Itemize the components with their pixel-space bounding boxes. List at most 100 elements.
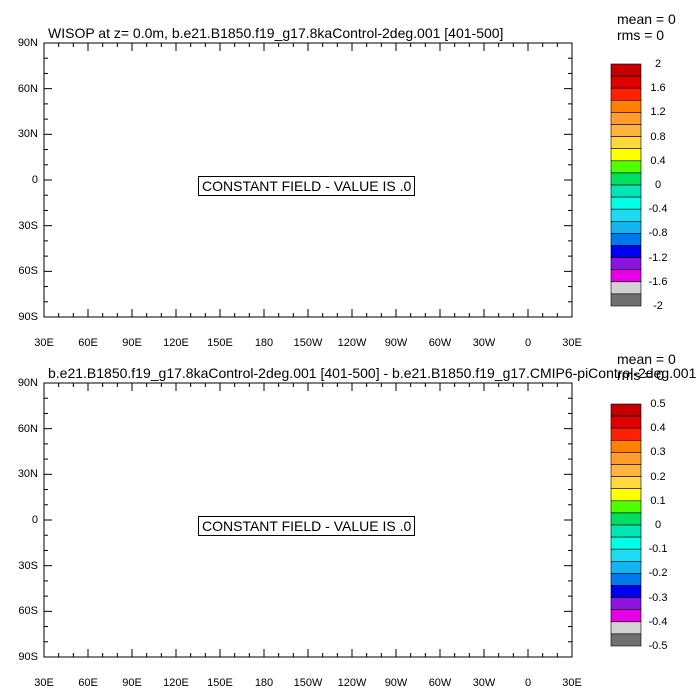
colorbar-swatch [610,100,642,113]
x-tick-label: 90W [384,677,408,689]
colorbar-label: -2 [653,300,663,312]
bottom-map-panel: b.e21.B1850.f19_g17.8kaControl-2deg.001 … [0,340,700,690]
stats-mean: mean = 0 [617,11,676,27]
colorbar-label: 0.3 [650,446,666,459]
colorbar-swatch [610,512,642,526]
colorbar-swatch [610,500,642,514]
colorbar-swatch [610,488,642,502]
colorbar-swatch [610,609,642,623]
stats-rms: rms = 0 [617,367,665,383]
colorbar-label: 0.5 [650,398,666,410]
x-tick-label: 120W [337,677,367,689]
colorbar-swatch [610,75,642,89]
colorbar-label: -0.4 [648,615,668,628]
x-tick-label: 0 [524,677,532,689]
map-plot-area [43,42,642,318]
x-tick-label: 90W [384,337,408,349]
x-tick-label: 150W [293,677,323,689]
y-tick-label: 90N [17,37,38,49]
x-tick-label: 30E [34,337,54,349]
colorbar-swatch [610,112,642,125]
colorbar-swatch [610,208,642,222]
colorbar-swatch [610,548,642,562]
y-tick-label: 0 [31,174,38,186]
y-tick-label: 60N [17,82,38,95]
y-tick-label: 90N [17,377,38,389]
x-tick-label: 90E [122,677,142,689]
x-tick-label: 30E [562,677,582,689]
map-plot-area [43,382,642,658]
colorbar-label: -0.3 [648,591,668,604]
colorbar-swatch [610,196,642,210]
colorbar-swatch [610,172,642,186]
colorbar-swatch [610,160,642,174]
x-tick-label: 180 [254,337,274,349]
colorbar-swatch [610,476,642,490]
x-tick-label: 150W [293,337,323,349]
x-tick-label: 30E [562,337,582,349]
constant-field-annotation: CONSTANT FIELD - VALUE IS .0 [198,176,416,196]
colorbar-swatch [610,87,642,101]
top-map-panel: WISOP at z= 0.0m, b.e21.B1850.f19_g17.8k… [17,11,676,349]
colorbar-swatch [610,597,642,611]
colorbar-label: -0.5 [648,640,668,652]
x-tick-label: 120E [163,677,189,689]
colorbar-swatch [610,403,642,417]
colorbar-label: -1.6 [648,275,668,288]
colorbar-label: 0 [654,179,662,191]
x-tick-label: 30E [34,677,54,689]
colorbar-label: -0.4 [648,203,668,216]
x-tick-label: 60E [78,677,98,689]
colorbar-swatch [610,633,642,647]
colorbar-label: 0.4 [650,154,666,167]
colorbar-label: 1.6 [650,82,666,95]
y-tick-label: 90S [18,311,38,323]
colorbar-swatch [610,452,642,465]
colorbar-label: 0.1 [650,494,666,507]
x-tick-label: 60E [78,337,98,349]
colorbar-swatch [610,245,642,258]
colorbar-swatch [610,536,642,550]
constant-field-annotation: CONSTANT FIELD - VALUE IS .0 [198,516,416,536]
x-tick-label: 30W [472,677,496,689]
colorbar-swatch [610,293,642,307]
colorbar-swatch [610,124,642,137]
colorbar-swatch [610,257,642,271]
colorbar-swatch [610,269,642,283]
y-tick-label: 60N [17,422,38,435]
x-tick-label: 150E [207,337,233,349]
y-tick-label: 30S [18,559,38,572]
y-tick-label: 0 [31,514,38,526]
y-tick-label: 30N [17,128,38,141]
colorbar-label: -0.2 [648,567,668,580]
colorbar-swatch [610,464,642,477]
colorbar-swatch [610,585,642,598]
y-tick-label: 60S [18,265,38,278]
y-tick-label: 60S [18,605,38,618]
x-tick-label: 0 [524,337,532,349]
colorbar-swatch [610,63,642,77]
colorbar-swatch [610,221,642,234]
x-tick-label: 120E [163,337,189,349]
colorbar-swatch [610,281,642,295]
colorbar-label: -0.8 [648,227,668,240]
colorbar-swatch [610,427,642,441]
colorbar-swatch [610,621,642,635]
y-tick-label: 30S [18,219,38,232]
chart-title: WISOP at z= 0.0m, b.e21.B1850.f19_g17.8k… [48,25,504,41]
x-tick-label: 30W [472,337,496,349]
stats-rms: rms = 0 [617,27,665,43]
colorbar-swatch [610,136,642,150]
colorbar-swatch [610,561,642,574]
colorbar-label: -1.2 [648,251,668,264]
stats-mean: mean = 0 [617,351,676,367]
colorbar-swatch [610,233,642,246]
colorbar-label: 0.8 [650,130,666,143]
chart-title: b.e21.B1850.f19_g17.8kaControl-2deg.001 … [48,365,697,381]
colorbar-swatch [610,184,642,198]
x-tick-label: 60W [428,337,452,349]
colorbar-label: -0.1 [648,543,668,556]
colorbar-swatch [610,148,642,162]
colorbar-swatch [610,415,642,429]
colorbar-label: 0.2 [650,470,666,483]
